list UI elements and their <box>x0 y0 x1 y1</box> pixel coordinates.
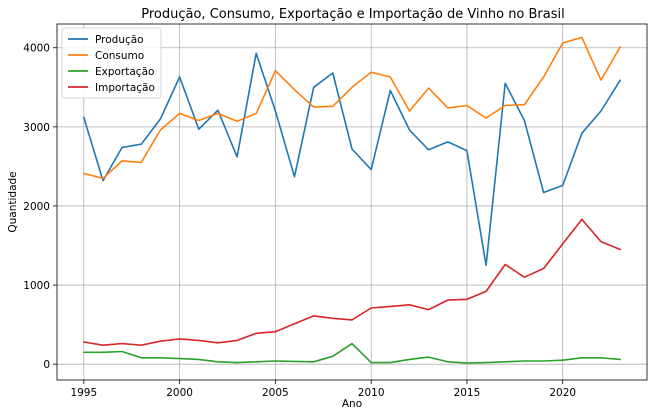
legend-label: Consumo <box>95 50 144 62</box>
axis-ticks: 1995 2000 2005 2010 2015 2020 0 1000 2000 3000 400… <box>23 43 576 399</box>
series-line-3 <box>83 342 622 364</box>
x-tick-label: 2005 <box>262 387 289 399</box>
x-tick-label: 2000 <box>166 387 193 399</box>
legend: Produção Consumo Exportação Importação <box>61 27 162 99</box>
x-tick-label: 2020 <box>549 387 576 399</box>
axes-frame <box>56 23 648 381</box>
chart-title: Produção, Consumo, Exportação e Importaç… <box>141 7 565 22</box>
series-line-1 <box>83 52 622 267</box>
legend-box <box>61 27 162 99</box>
y-tick-label: 4000 <box>23 43 50 55</box>
plot-area <box>83 36 622 364</box>
y-tick-label: 3000 <box>23 122 50 134</box>
x-tick-label: 2010 <box>358 387 385 399</box>
x-axis-label: Ano <box>342 398 362 410</box>
y-tick-label: 2000 <box>23 201 50 213</box>
legend-label: Importação <box>95 82 155 94</box>
legend-label: Exportação <box>95 66 154 78</box>
legend-label: Produção <box>95 34 144 46</box>
series-line-2 <box>83 36 622 180</box>
y-axis-label: Quantidade <box>7 171 19 232</box>
y-tick-label: 0 <box>43 359 50 371</box>
series-line-4 <box>83 218 622 347</box>
x-tick-label: 1995 <box>70 387 97 399</box>
x-tick-label: 2015 <box>454 387 481 399</box>
y-tick-label: 1000 <box>23 280 50 292</box>
